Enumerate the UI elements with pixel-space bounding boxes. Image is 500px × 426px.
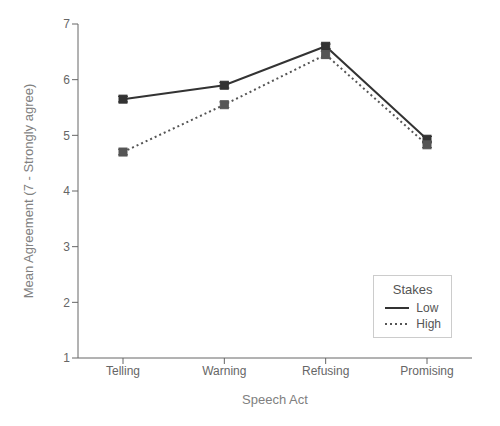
html-text:High: High [416,317,441,331]
svg-text:Mean Agreement (7 - Strongly a: Mean Agreement (7 - Strongly agree) [21,84,36,299]
svg-text:3: 3 [63,240,70,254]
svg-text:1: 1 [63,351,70,365]
svg-text:Speech Act: Speech Act [242,392,308,407]
svg-text:4: 4 [63,184,70,198]
svg-text:Telling: Telling [106,364,140,378]
html-text:Stakes: Stakes [392,282,433,297]
svg-text:2: 2 [63,296,70,310]
svg-text:Warning: Warning [202,364,246,378]
svg-text:5: 5 [63,129,70,143]
svg-text:6: 6 [63,73,70,87]
html-text:Low: Low [416,301,439,315]
svg-text:7: 7 [63,17,70,31]
svg-text:Refusing: Refusing [302,364,349,378]
svg-text:Promising: Promising [400,364,453,378]
